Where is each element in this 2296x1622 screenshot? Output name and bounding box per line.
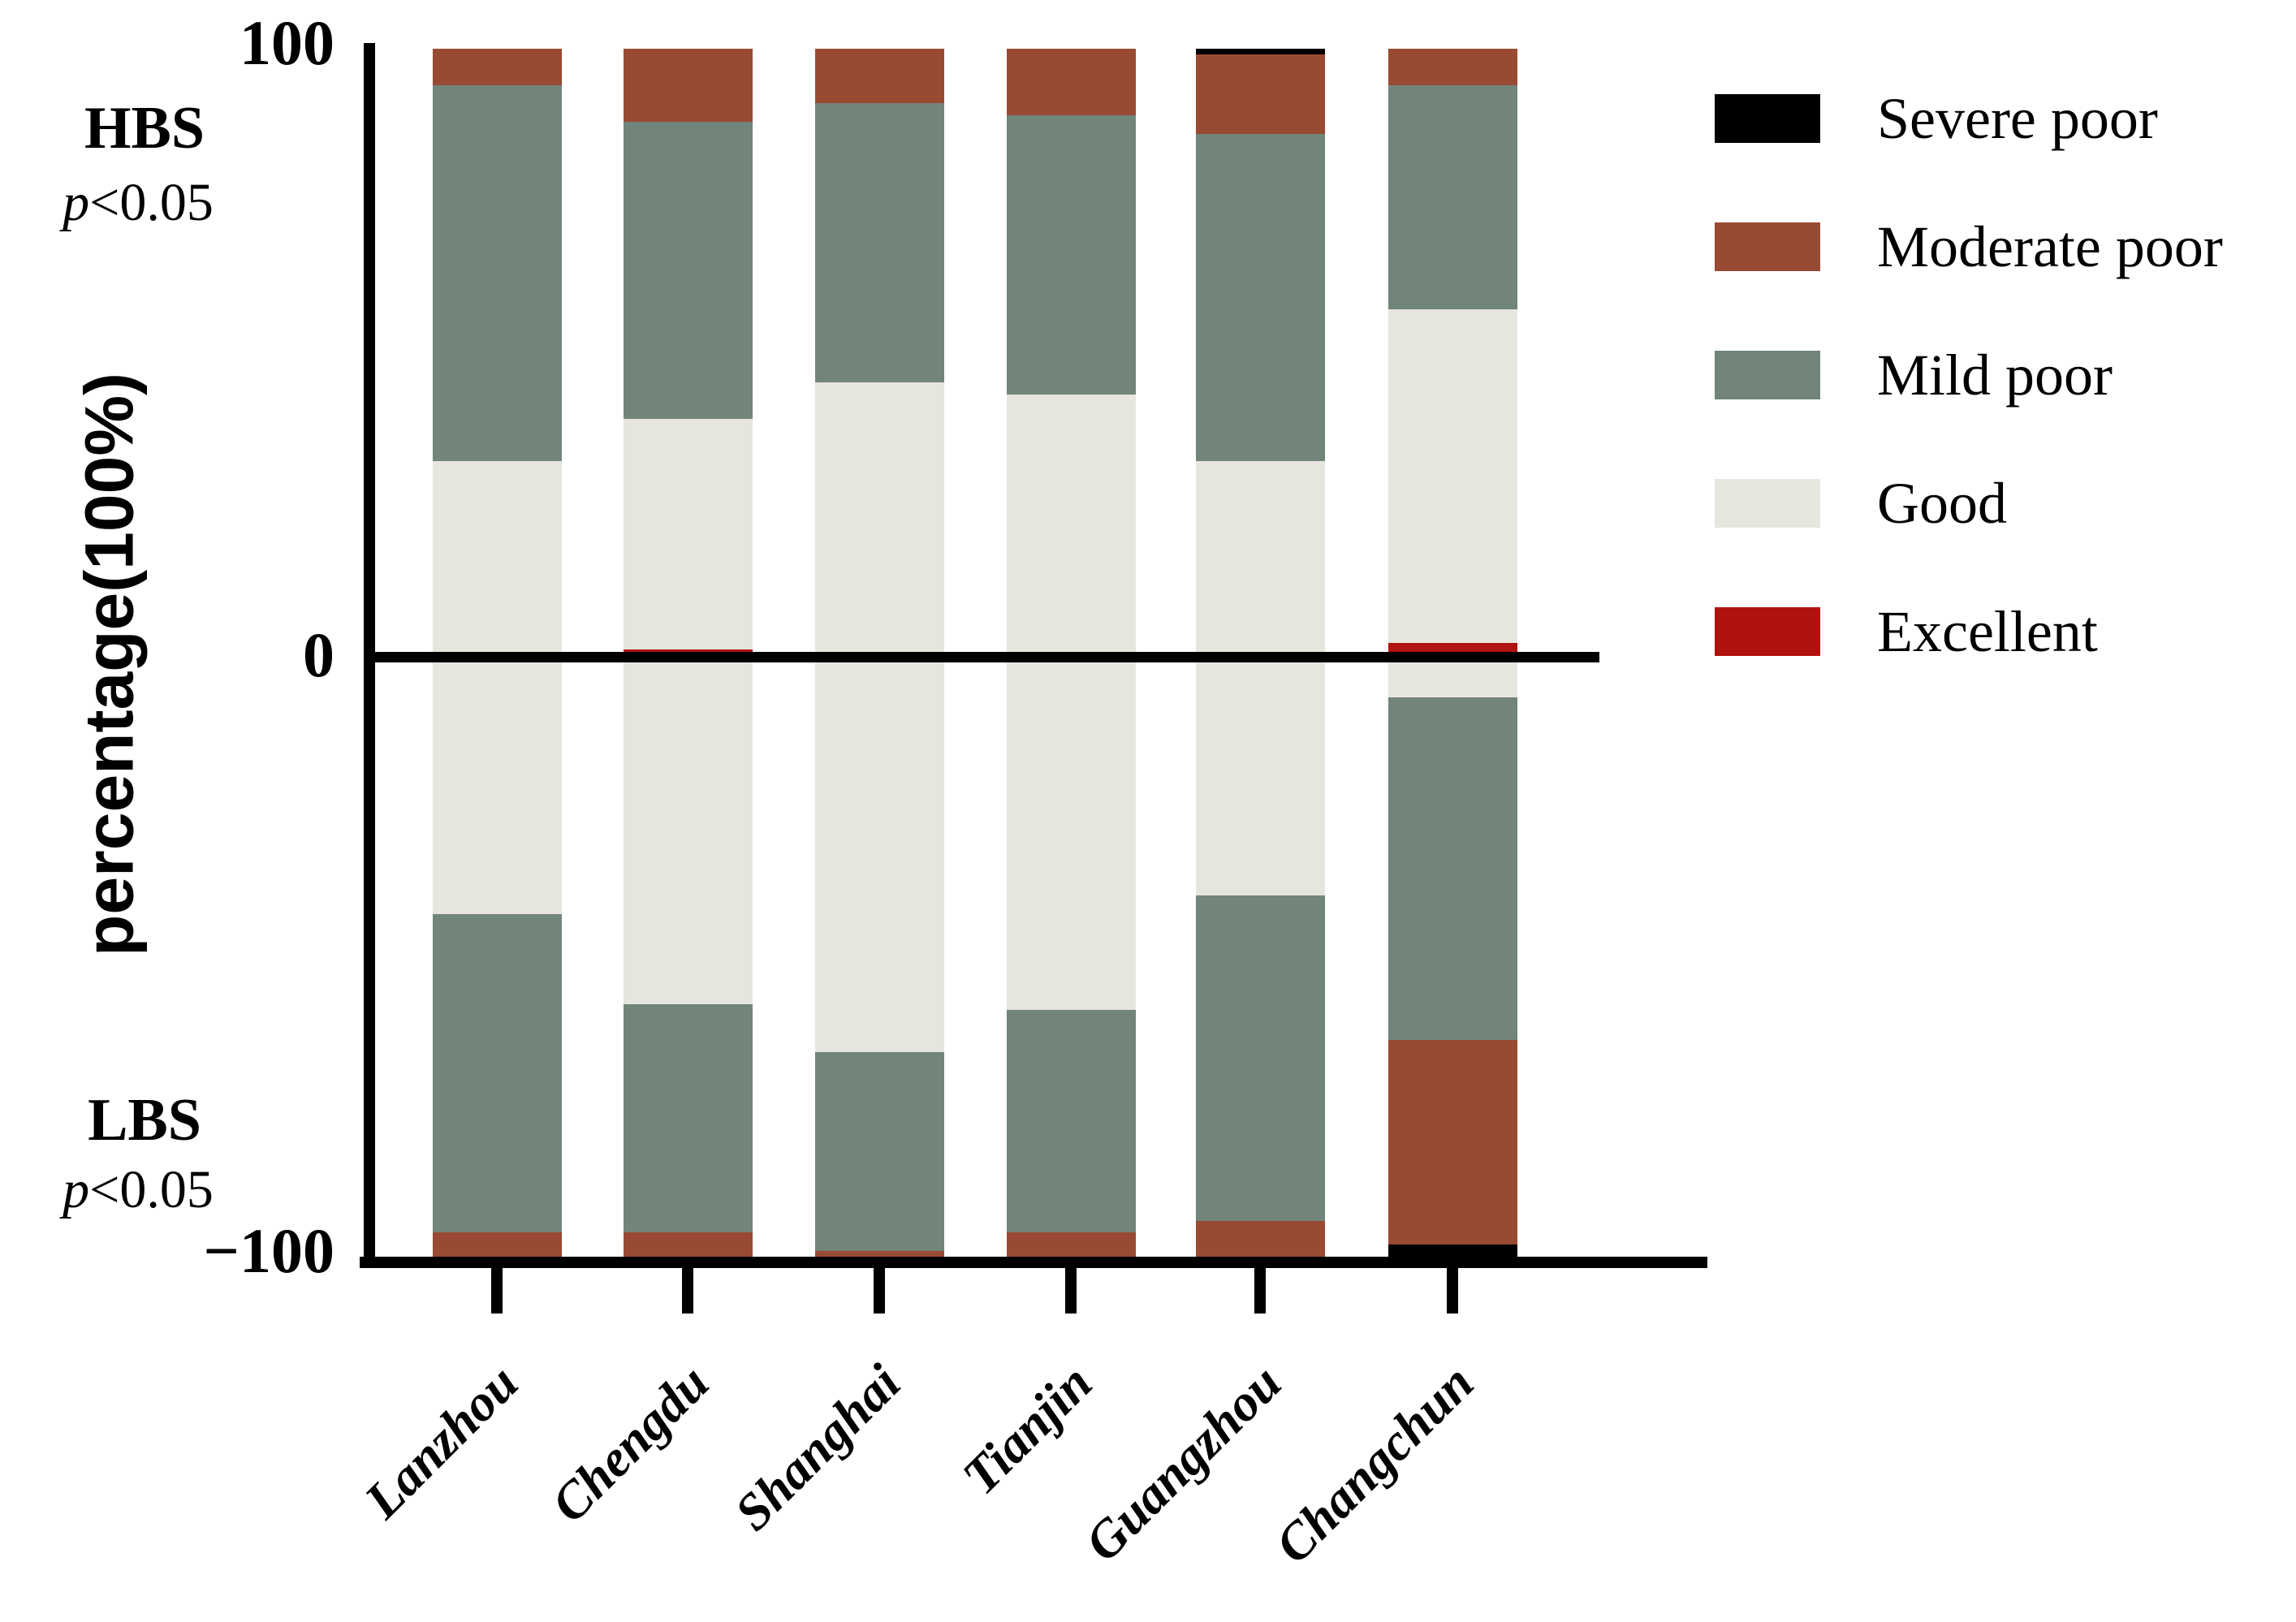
x-tick xyxy=(1254,1268,1266,1314)
bar-segment-lbs-moderate-poor xyxy=(1195,1220,1325,1257)
y-tick-100: 100 xyxy=(240,7,334,78)
bar-segment-hbs-mild-poor xyxy=(1388,84,1517,310)
bar-segment-lbs-moderate-poor xyxy=(814,1250,944,1257)
lbs-group-label: LBS xyxy=(88,1087,201,1154)
bar-segment-lbs-mild-poor xyxy=(1195,895,1325,1221)
bar-segment-lbs-moderate-poor xyxy=(432,1232,562,1257)
bar-segment-lbs-good xyxy=(1195,655,1325,896)
bar-segment-lbs-mild-poor xyxy=(432,913,562,1233)
x-tick xyxy=(874,1268,885,1314)
bar-segment-lbs-mild-poor xyxy=(1388,697,1517,1041)
x-axis-line xyxy=(360,1257,1707,1268)
y-axis-title: percentage(100%) xyxy=(71,373,148,956)
bar-segment-lbs-mild-poor xyxy=(1006,1010,1136,1233)
bar-segment-lbs-severe-poor xyxy=(1388,1245,1517,1257)
legend-label: Mild poor xyxy=(1877,342,2113,408)
y-tick-0: 0 xyxy=(303,619,334,690)
legend-label: Excellent xyxy=(1877,598,2098,664)
hbs-p-threshold: <0.05 xyxy=(89,173,214,232)
bar-segment-hbs-moderate-poor xyxy=(1388,49,1517,85)
bar-segment-hbs-mild-poor xyxy=(814,103,944,382)
hbs-p-symbol: p xyxy=(63,173,90,232)
bar-segment-hbs-good xyxy=(814,382,944,655)
bar-segment-lbs-good xyxy=(1006,655,1136,1011)
bar-segment-hbs-moderate-poor xyxy=(432,49,562,85)
bar-segment-lbs-moderate-poor xyxy=(1388,1040,1517,1245)
bar-segment-lbs-mild-poor xyxy=(623,1003,753,1233)
x-tick xyxy=(491,1268,503,1314)
y-axis-line xyxy=(364,43,375,1268)
bar-segment-hbs-good xyxy=(623,418,753,649)
bar-segment-lbs-moderate-poor xyxy=(1006,1232,1136,1257)
bar-segment-hbs-good xyxy=(432,460,562,655)
bar-segment-hbs-moderate-poor xyxy=(623,49,753,122)
legend-row-good: Good xyxy=(1715,468,2223,538)
bar-segment-hbs-mild-poor xyxy=(432,84,562,461)
bar-segment-hbs-moderate-poor xyxy=(1006,49,1136,116)
zero-line xyxy=(364,652,1599,662)
x-tick xyxy=(1447,1268,1458,1314)
legend-label: Severe poor xyxy=(1877,85,2158,151)
bar-segment-hbs-mild-poor xyxy=(1006,115,1136,395)
legend-row-severe-poor: Severe poor xyxy=(1715,84,2223,153)
y-tick-neg100: −100 xyxy=(203,1215,334,1286)
bar-segment-lbs-good xyxy=(623,655,753,1004)
bar-segment-hbs-mild-poor xyxy=(623,121,753,419)
bar-segment-hbs-moderate-poor xyxy=(814,49,944,104)
legend-label: Good xyxy=(1877,470,2007,536)
legend-swatch-mild-poor xyxy=(1715,351,1820,399)
x-tick xyxy=(1065,1268,1077,1314)
lbs-p-threshold: <0.05 xyxy=(89,1160,214,1219)
legend-row-mild-poor: Mild poor xyxy=(1715,340,2223,410)
legend-swatch-severe-poor xyxy=(1715,94,1820,143)
bar-segment-hbs-mild-poor xyxy=(1195,133,1325,461)
lbs-p-value: p<0.05 xyxy=(8,1159,268,1221)
x-tick xyxy=(682,1268,693,1314)
bar-segment-lbs-good xyxy=(814,655,944,1053)
legend-label: Moderate poor xyxy=(1877,214,2223,279)
bar-segment-hbs-moderate-poor xyxy=(1195,54,1325,134)
hbs-group-label: HBS xyxy=(84,95,205,162)
lbs-p-symbol: p xyxy=(63,1160,90,1219)
bar-segment-hbs-good xyxy=(1006,394,1136,655)
legend-row-excellent: Excellent xyxy=(1715,597,2223,666)
bar-segment-hbs-severe-poor xyxy=(1195,49,1325,55)
legend: Severe poor Moderate poor Mild poor Good Exc… xyxy=(1715,84,2223,666)
legend-row-moderate-poor: Moderate poor xyxy=(1715,212,2223,282)
bar-segment-lbs-mild-poor xyxy=(814,1052,944,1251)
legend-swatch-excellent xyxy=(1715,607,1820,656)
bar-segment-lbs-good xyxy=(432,655,562,914)
legend-swatch-moderate-poor xyxy=(1715,222,1820,271)
bar-segment-lbs-moderate-poor xyxy=(623,1232,753,1257)
legend-swatch-good xyxy=(1715,479,1820,528)
bar-segment-hbs-good xyxy=(1388,309,1517,644)
bar-segment-hbs-good xyxy=(1195,460,1325,655)
hbs-p-value: p<0.05 xyxy=(8,172,268,234)
